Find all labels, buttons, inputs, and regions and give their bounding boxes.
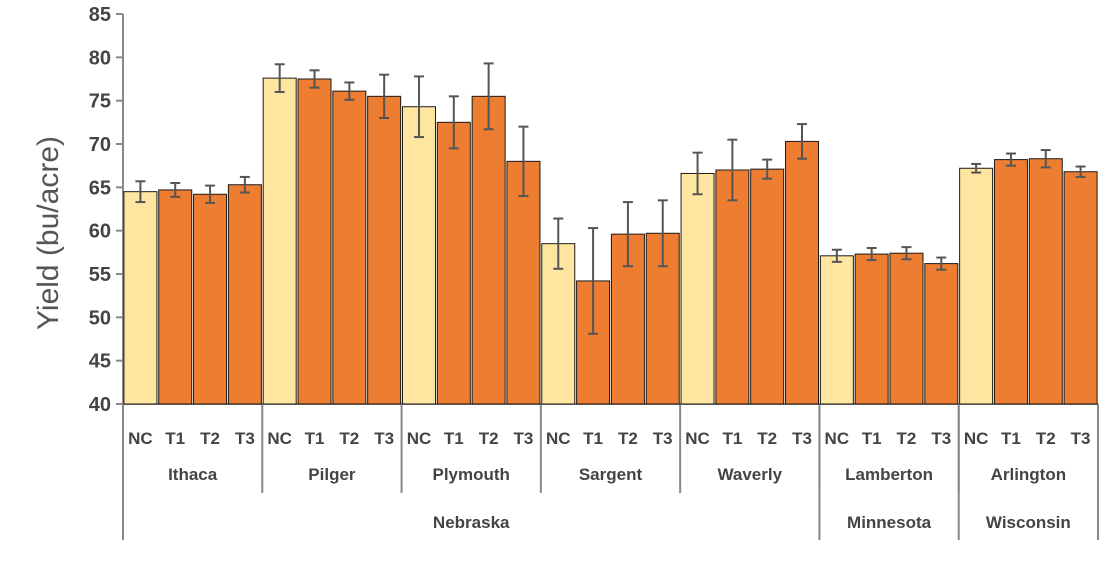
treatment-label: T1 xyxy=(305,429,325,448)
location-label: Lamberton xyxy=(845,465,933,484)
treatment-label: NC xyxy=(128,429,153,448)
bar xyxy=(924,263,959,405)
bar xyxy=(750,168,785,405)
treatment-label: T3 xyxy=(653,429,673,448)
bar xyxy=(158,189,193,405)
state-label: Nebraska xyxy=(433,513,510,532)
bar xyxy=(401,106,436,405)
bar xyxy=(193,193,228,405)
treatment-label: T2 xyxy=(757,429,777,448)
bar xyxy=(959,167,994,405)
bar xyxy=(367,95,402,405)
bar xyxy=(854,253,889,405)
bar xyxy=(541,243,576,405)
location-label: Pilger xyxy=(308,465,356,484)
y-tick-label: 45 xyxy=(89,351,111,373)
treatment-label: T1 xyxy=(583,429,603,448)
location-label: Ithaca xyxy=(168,465,218,484)
treatment-label: T1 xyxy=(444,429,464,448)
location-label: Plymouth xyxy=(432,465,509,484)
y-tick-label: 70 xyxy=(89,134,111,156)
bar xyxy=(1063,171,1098,405)
treatment-label: NC xyxy=(407,429,432,448)
bar xyxy=(785,140,820,405)
bars xyxy=(123,77,1098,405)
treatment-label: NC xyxy=(825,429,850,448)
treatment-label: T3 xyxy=(374,429,394,448)
treatment-label: T2 xyxy=(1036,429,1056,448)
bar xyxy=(680,172,715,405)
category-axis-labels: NC T1 T2 T3 Ithaca NC T1 T2 T3 Pilger NC T1 T2 T3 Plym… xyxy=(128,429,1090,532)
y-axis-title: Yield (bu/acre) xyxy=(32,136,65,330)
treatment-label: T3 xyxy=(1071,429,1091,448)
treatment-label: T3 xyxy=(792,429,812,448)
bar xyxy=(471,95,506,405)
bar xyxy=(332,90,367,405)
treatment-label: NC xyxy=(546,429,571,448)
bar xyxy=(262,77,297,405)
bar xyxy=(1028,158,1063,405)
location-label: Waverly xyxy=(717,465,782,484)
y-tick-label: 80 xyxy=(89,47,111,69)
y-tick-label: 85 xyxy=(89,4,111,26)
treatment-label: T1 xyxy=(722,429,742,448)
y-tick-label: 40 xyxy=(89,394,111,416)
treatment-label: NC xyxy=(267,429,292,448)
treatment-label: NC xyxy=(964,429,989,448)
bar xyxy=(715,169,750,405)
treatment-label: T1 xyxy=(1001,429,1021,448)
error-bars xyxy=(135,62,1086,335)
y-tick-label: 75 xyxy=(89,91,111,113)
bar xyxy=(819,255,854,405)
state-label: Minnesota xyxy=(847,513,932,532)
bar xyxy=(506,160,541,405)
treatment-label: T3 xyxy=(235,429,255,448)
treatment-label: T2 xyxy=(479,429,499,448)
y-tick-label: 50 xyxy=(89,307,111,329)
treatment-label: T1 xyxy=(165,429,185,448)
state-label: Wisconsin xyxy=(986,513,1071,532)
bar xyxy=(889,252,924,405)
bar xyxy=(227,184,262,405)
bar xyxy=(436,121,471,405)
y-tick-label: 65 xyxy=(89,177,111,199)
treatment-label: T3 xyxy=(514,429,534,448)
bar xyxy=(297,78,332,405)
treatment-label: T2 xyxy=(897,429,917,448)
treatment-label: T1 xyxy=(862,429,882,448)
location-label: Arlington xyxy=(991,465,1067,484)
treatment-label: T2 xyxy=(200,429,220,448)
treatment-label: T3 xyxy=(931,429,951,448)
bar xyxy=(123,191,158,405)
treatment-label: NC xyxy=(685,429,710,448)
y-tick-label: 60 xyxy=(89,221,111,243)
treatment-label: T2 xyxy=(618,429,638,448)
y-tick-label: 55 xyxy=(89,264,111,286)
treatment-label: T2 xyxy=(339,429,359,448)
location-label: Sargent xyxy=(579,465,643,484)
bar xyxy=(993,159,1028,405)
